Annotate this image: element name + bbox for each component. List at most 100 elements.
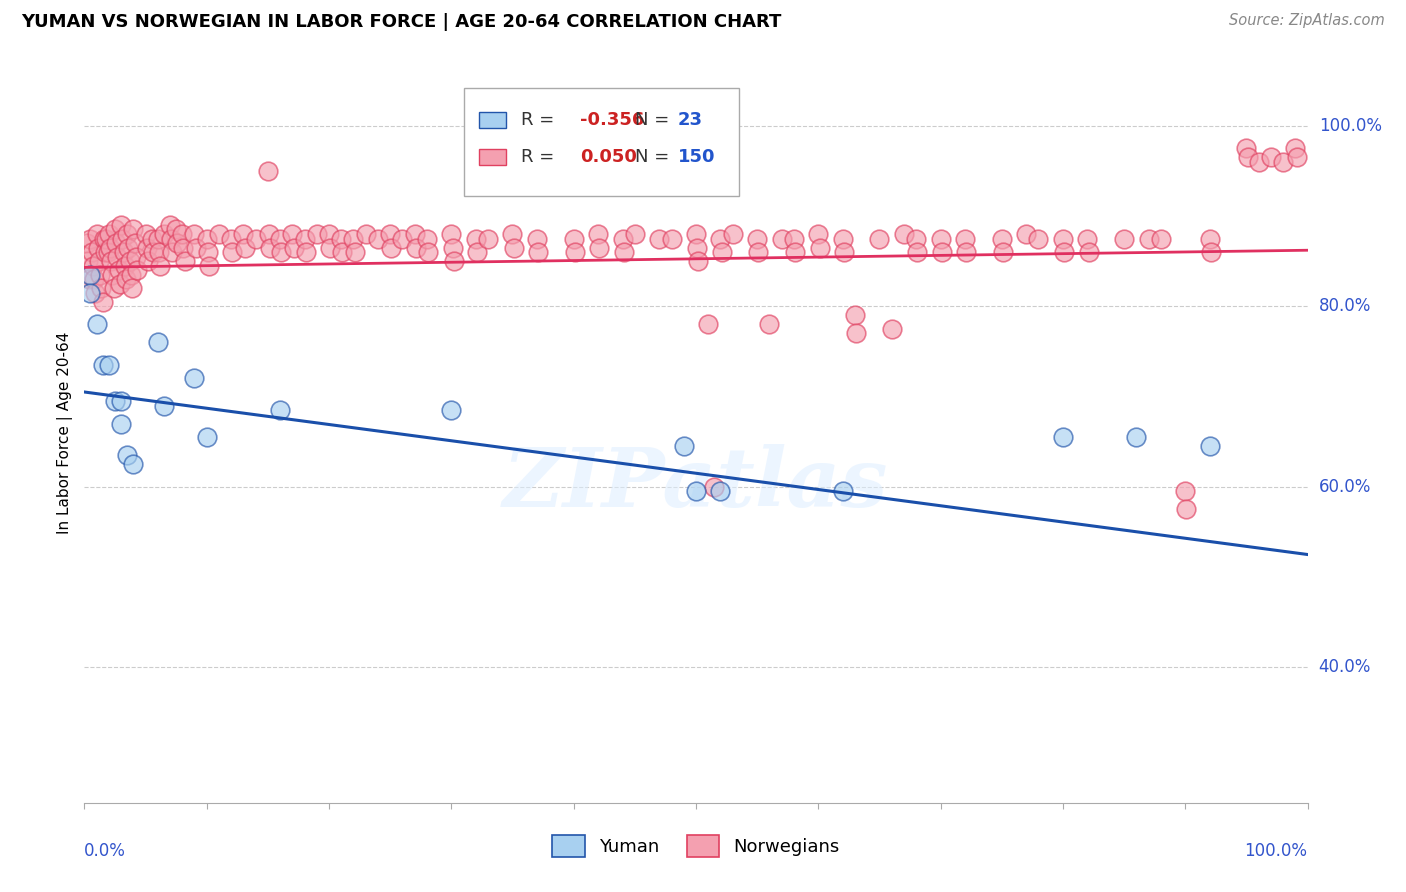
Point xyxy=(354,227,377,241)
Point xyxy=(146,231,169,245)
Point xyxy=(1199,245,1222,260)
Point xyxy=(1015,227,1038,241)
Point xyxy=(110,218,132,232)
Point xyxy=(697,318,720,332)
Point xyxy=(1174,484,1197,499)
Point xyxy=(1236,141,1258,155)
Point xyxy=(183,227,205,241)
Point xyxy=(332,245,354,260)
Point xyxy=(844,308,866,322)
Point xyxy=(104,394,127,409)
Point xyxy=(245,231,267,245)
Point xyxy=(90,281,112,295)
Point xyxy=(94,245,117,260)
Point xyxy=(318,227,340,241)
Point xyxy=(120,268,142,282)
Point xyxy=(141,231,163,245)
Point xyxy=(108,277,131,291)
Point xyxy=(165,222,187,236)
Point xyxy=(564,245,586,260)
Text: 60.0%: 60.0% xyxy=(1319,478,1371,496)
Point xyxy=(440,227,463,241)
Point xyxy=(153,399,176,413)
Point xyxy=(86,318,108,332)
Point xyxy=(112,245,135,260)
Point xyxy=(1236,150,1258,164)
Point xyxy=(612,231,634,245)
Point xyxy=(294,231,316,245)
Point xyxy=(367,231,389,245)
Point xyxy=(79,285,101,300)
Point xyxy=(343,245,366,260)
Point xyxy=(464,231,486,245)
Point xyxy=(77,272,100,286)
Text: R =: R = xyxy=(522,148,554,166)
Point xyxy=(624,227,647,241)
Point xyxy=(440,403,463,417)
Text: 40.0%: 40.0% xyxy=(1319,658,1371,676)
Point xyxy=(685,484,707,499)
FancyBboxPatch shape xyxy=(479,112,506,128)
Point xyxy=(105,235,128,250)
Point xyxy=(283,240,305,255)
Point xyxy=(148,245,170,260)
Point xyxy=(416,231,439,245)
Point xyxy=(1137,231,1160,245)
Text: ZIPatlas: ZIPatlas xyxy=(503,444,889,524)
Point xyxy=(79,231,101,245)
Point xyxy=(1052,231,1074,245)
Point xyxy=(929,231,952,245)
Point xyxy=(86,227,108,241)
Point xyxy=(562,231,585,245)
Point xyxy=(153,227,176,241)
Text: Source: ZipAtlas.com: Source: ZipAtlas.com xyxy=(1229,13,1385,29)
Point xyxy=(905,231,928,245)
Point xyxy=(82,259,104,273)
Point xyxy=(122,222,145,236)
Point xyxy=(405,240,427,255)
Point xyxy=(221,245,243,260)
Point xyxy=(198,259,221,273)
Point xyxy=(197,245,219,260)
Text: 0.050: 0.050 xyxy=(579,148,637,166)
Point xyxy=(173,254,195,268)
Point xyxy=(195,430,218,444)
Point xyxy=(149,259,172,273)
Point xyxy=(172,240,194,255)
Point xyxy=(416,245,439,260)
Point xyxy=(115,227,138,241)
Point xyxy=(166,235,188,250)
Point xyxy=(160,231,183,245)
FancyBboxPatch shape xyxy=(479,149,506,165)
Point xyxy=(84,285,107,300)
Point xyxy=(502,227,524,241)
Point xyxy=(991,245,1014,260)
Point xyxy=(443,254,465,268)
Point xyxy=(142,245,165,260)
Point xyxy=(831,484,853,499)
Point xyxy=(110,394,132,409)
Y-axis label: In Labor Force | Age 20-64: In Labor Force | Age 20-64 xyxy=(58,332,73,533)
Point xyxy=(79,268,101,282)
Text: YUMAN VS NORWEGIAN IN LABOR FORCE | AGE 20-64 CORRELATION CHART: YUMAN VS NORWEGIAN IN LABOR FORCE | AGE … xyxy=(21,13,782,31)
Point xyxy=(117,240,139,255)
Point xyxy=(83,272,105,286)
Point xyxy=(125,250,148,264)
Text: 80.0%: 80.0% xyxy=(1319,297,1371,315)
Point xyxy=(404,227,426,241)
Point xyxy=(183,371,205,385)
Point xyxy=(1114,231,1136,245)
Point xyxy=(105,250,128,264)
Point xyxy=(100,254,122,268)
Legend: Yuman, Norwegians: Yuman, Norwegians xyxy=(546,828,846,864)
Point xyxy=(588,240,610,255)
Point xyxy=(101,268,124,282)
Point xyxy=(269,231,291,245)
Point xyxy=(87,254,110,268)
Point xyxy=(232,227,254,241)
Point xyxy=(342,231,364,245)
Point xyxy=(219,231,242,245)
Point xyxy=(76,235,98,250)
Point xyxy=(703,480,725,494)
Text: 100.0%: 100.0% xyxy=(1244,842,1308,860)
